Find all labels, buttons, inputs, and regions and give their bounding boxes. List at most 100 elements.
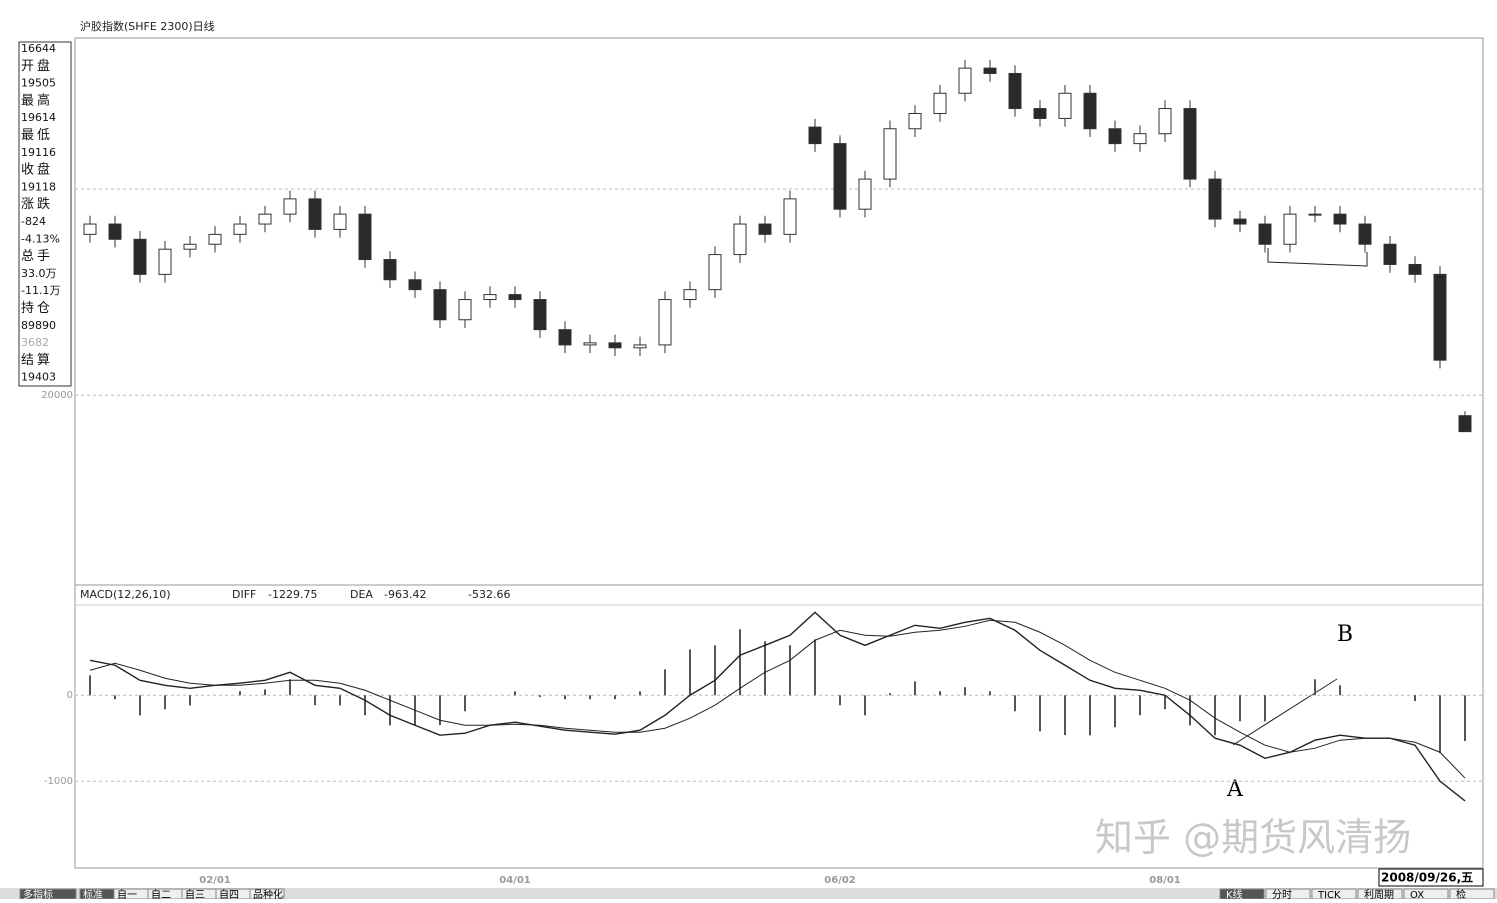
candle-body <box>208 233 222 245</box>
quote-value: 3682 <box>21 336 49 349</box>
candle-body <box>883 128 897 180</box>
plot-frame <box>74 37 1484 869</box>
legend-label: DIFF <box>232 588 256 601</box>
tab-label[interactable]: 分时 <box>1272 889 1292 901</box>
candle-body <box>558 329 572 346</box>
candle-body <box>258 213 272 225</box>
candle-body <box>1233 218 1247 225</box>
candle-body <box>933 92 947 114</box>
candle-body <box>458 299 472 321</box>
candle-body <box>958 67 972 94</box>
quote-value: 33.0万 <box>21 267 57 280</box>
candle-body <box>1208 178 1222 220</box>
quote-label: 收盘 <box>21 162 53 178</box>
y-tick-label: 20000 <box>41 390 73 401</box>
quote-value: 19505 <box>21 77 56 90</box>
candle-body <box>1083 92 1097 130</box>
candle-body <box>483 294 497 301</box>
candle-body <box>633 344 647 349</box>
candle-body <box>983 67 997 74</box>
candle-body <box>583 342 597 346</box>
candle-body <box>533 299 547 331</box>
y-tick-label: 0 <box>67 690 73 701</box>
candle-body <box>808 126 822 145</box>
quote-value: -4.13% <box>21 232 60 245</box>
tab-label[interactable]: 品种化 <box>253 888 283 901</box>
tab-label[interactable]: 自一 <box>117 888 137 901</box>
x-tick-label: 08/01 <box>1149 875 1181 886</box>
candle-body <box>133 238 147 275</box>
candle-body <box>1308 213 1322 216</box>
candle-body <box>658 299 672 346</box>
watermark: 知乎 @期货风清扬 <box>1095 816 1411 860</box>
quote-value: 19614 <box>21 111 56 124</box>
candle-body <box>783 198 797 235</box>
tab-label[interactable]: 多指标 <box>23 888 53 901</box>
tab-label[interactable]: 自二 <box>151 888 171 901</box>
candle-body <box>183 243 197 250</box>
quote-value: -824 <box>21 215 46 228</box>
candle-body <box>383 259 397 281</box>
date-box <box>1378 868 1484 887</box>
candle-body <box>358 213 372 261</box>
candle-body <box>758 223 772 235</box>
tab-label[interactable]: 自三 <box>185 888 205 901</box>
candle-body <box>1408 263 1422 275</box>
annotation: B <box>1337 622 1353 647</box>
legend-value: -963.42 <box>384 588 426 601</box>
candle-body <box>233 223 247 235</box>
candle-body <box>683 289 697 301</box>
legend-value: -1229.75 <box>268 588 317 601</box>
quote-label: 最低 <box>21 128 53 143</box>
macd-line <box>89 619 1466 779</box>
quote-value: 19403 <box>21 371 56 384</box>
quote-label: 最高 <box>21 92 53 108</box>
x-tick-label: 04/01 <box>499 875 531 886</box>
annotation: A <box>1226 777 1244 802</box>
quote-label: 结算 <box>21 353 53 368</box>
legend-label: DEA <box>350 588 373 601</box>
candle-body <box>733 223 747 256</box>
tab-label[interactable]: 利周期 <box>1364 889 1394 901</box>
quote-value: -11.1万 <box>21 284 60 297</box>
quote-label: 总手 <box>21 249 53 264</box>
x-tick-label: 02/01 <box>199 875 231 886</box>
tab-label[interactable]: TICK <box>1317 890 1341 901</box>
tab-label[interactable]: 检 <box>1456 888 1466 901</box>
annotation-line <box>1232 678 1338 746</box>
candle-body <box>283 198 297 215</box>
macd-title: MACD(12,26,10) <box>80 588 171 601</box>
candle-body <box>908 112 922 130</box>
candle-body <box>833 143 847 210</box>
quote-panel <box>18 41 72 387</box>
toolbar <box>0 888 1497 899</box>
chart-title: 沪胶指数(SHFE 2300)日线 <box>80 19 215 33</box>
tab-label[interactable]: K线 <box>1226 888 1243 901</box>
candle-body <box>1283 213 1297 245</box>
candle-body <box>1108 128 1122 145</box>
candle-body <box>308 198 322 230</box>
candle-body <box>508 294 522 301</box>
x-tick-label: 06/02 <box>824 875 856 886</box>
candle-body <box>1333 213 1347 225</box>
candle-body <box>1383 243 1397 265</box>
quote-label: 开盘 <box>21 58 53 74</box>
candle-body <box>1133 133 1147 145</box>
legend-value: -532.66 <box>468 588 510 601</box>
y-tick-label: -1000 <box>44 776 73 787</box>
quote-value: 89890 <box>21 319 56 332</box>
candle-body <box>83 223 97 235</box>
tab-label[interactable]: OX <box>1410 890 1424 901</box>
candle-body <box>408 279 422 291</box>
candle-body <box>858 178 872 210</box>
tab-label[interactable]: 标准 <box>83 889 103 901</box>
candle-body <box>1258 223 1272 245</box>
macd-line <box>89 611 1466 802</box>
quote-label: 涨跌 <box>21 196 53 212</box>
quote-value: 19116 <box>21 146 56 159</box>
quote-value: 19118 <box>21 180 56 193</box>
tab-label[interactable]: 自四 <box>219 888 239 901</box>
candle-body <box>708 254 722 291</box>
